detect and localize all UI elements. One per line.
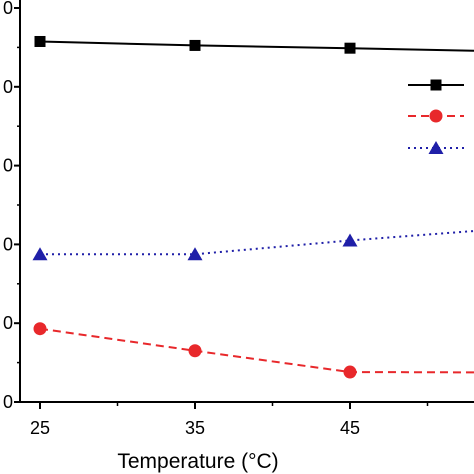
- x-tick-label: 45: [340, 418, 360, 438]
- axes: 0 0 0 0 0 0 25 35 45: [3, 0, 474, 438]
- legend: [408, 79, 464, 154]
- square-data-point: [189, 39, 201, 51]
- x-axis-title: Temperature (°C): [117, 450, 278, 473]
- y-tick-label: 0: [3, 313, 13, 333]
- legend-marker-circle: [429, 109, 443, 123]
- circle-data-point: [33, 322, 47, 336]
- legend-marker-square: [430, 79, 442, 91]
- y-tick-label: 0: [3, 234, 13, 254]
- square-data-point: [344, 42, 356, 54]
- y-tick-label: 0: [3, 156, 13, 176]
- triangle-data-point: [32, 247, 48, 261]
- legend-marker-triangle: [428, 141, 444, 154]
- y-tick-label: 0: [3, 77, 13, 97]
- square-data-point: [34, 35, 46, 47]
- x-tick-label: 35: [185, 418, 205, 438]
- y-tick-label: 0: [3, 392, 13, 412]
- x-tick-label: 25: [30, 418, 50, 438]
- square-series-line: [39, 40, 474, 52]
- circle-series-line: [39, 327, 474, 374]
- circle-data-point: [188, 344, 202, 358]
- triangle-data-point: [342, 233, 358, 247]
- triangle-data-point: [187, 247, 203, 261]
- triangle-series-line: [40, 230, 474, 256]
- circle-data-point: [343, 365, 357, 379]
- y-tick-label: 0: [3, 0, 13, 18]
- plot-area: [32, 35, 474, 379]
